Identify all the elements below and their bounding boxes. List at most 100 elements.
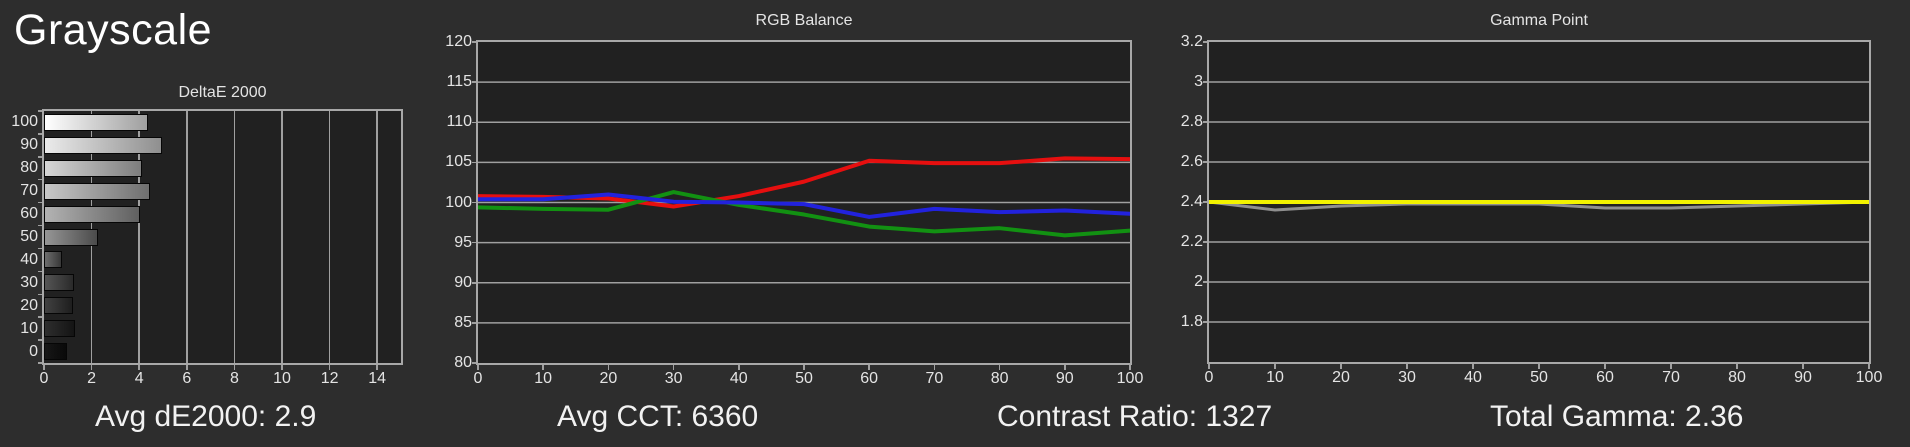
deltae-ytick-label-0: 0: [29, 342, 38, 360]
deltae-ytick-mark-1: [38, 133, 44, 135]
deltae-bar-80: [44, 159, 142, 177]
deltae-ytick-label-90: 90: [20, 136, 38, 154]
deltae-xtick-mark-12: [328, 365, 331, 370]
gamma-point-ytick-mark-3: [1203, 81, 1209, 83]
rgb-balance-xtick-mark-30: [672, 365, 675, 370]
deltae-xtick-label-0: 0: [39, 370, 49, 387]
deltae-ytick-label-80: 80: [20, 159, 38, 177]
rgb-balance-xtick-label-70: 70: [925, 370, 944, 387]
deltae-ytick-mark-8: [38, 293, 44, 296]
rgb-balance-canvas: [476, 81, 1132, 324]
gamma-point-xtick-mark-60: [1604, 364, 1606, 369]
rgb-balance-xtick-mark-40: [738, 365, 740, 370]
deltae-gridline-14: [376, 111, 378, 363]
rgb-balance-series-green: [476, 190, 1132, 238]
deltae-bar-0: [44, 343, 67, 361]
rgb-balance-ytick-mark-110: [472, 121, 478, 123]
gamma-point-xtick-label-0: 0: [1204, 369, 1214, 386]
rgb-balance-series-blue: [476, 192, 1132, 219]
deltae-ytick-mark-9: [38, 316, 44, 318]
rgb-balance-ytick-label-110: 110: [446, 113, 472, 131]
gamma-point-xtick-mark-30: [1406, 364, 1408, 369]
gamma-point-ytick-label-2: 2: [1194, 273, 1203, 290]
deltae-gridline-12: [328, 111, 331, 363]
total-gamma-value: Total Gamma: 2.36: [1490, 400, 1744, 433]
rgb-balance-xtick-mark-80: [998, 365, 1001, 370]
gamma-point-ytick-label-2.4: 2.4: [1180, 193, 1203, 210]
deltae-ytick-mark-6: [38, 247, 44, 250]
rgb-balance-xtick-mark-0: [477, 365, 479, 370]
gamma-point-xtick-label-80: 80: [1728, 369, 1746, 386]
rgb-balance-ytick-label-95: 95: [454, 233, 472, 251]
gamma-point-ytick-label-1.8: 1.8: [1180, 313, 1203, 330]
gamma-point-ytick-label-2.8: 2.8: [1180, 113, 1203, 130]
deltae-chart-title: DeltaE 2000: [178, 84, 267, 101]
rgb-balance-series-red: [476, 156, 1132, 209]
rgb-balance-xtick-label-90: 90: [1055, 370, 1074, 387]
deltae-gridline-10: [281, 111, 283, 363]
deltae-xtick-mark-8: [233, 365, 236, 370]
deltae-bar-40: [44, 251, 62, 269]
deltae-ytick-mark-10: [38, 339, 44, 341]
deltae-ytick-mark-3: [38, 178, 44, 181]
deltae-bar-100: [44, 113, 148, 131]
deltae-bar-10: [44, 320, 75, 338]
deltae-xtick-mark-6: [186, 365, 188, 370]
rgb-balance-ytick-label-85: 85: [454, 313, 472, 331]
gamma-point-xtick-label-10: 10: [1266, 369, 1284, 386]
deltae-bar-20: [44, 297, 73, 315]
deltae-xtick-mark-10: [281, 365, 283, 370]
deltae-xtick-mark-4: [138, 365, 140, 370]
rgb-balance-xtick-mark-100: [1129, 365, 1131, 370]
deltae-ytick-label-50: 50: [20, 228, 38, 245]
deltae-bar-70: [44, 182, 150, 200]
rgb-balance-ytick-label-90: 90: [454, 273, 472, 291]
deltae-ytick-label-60: 60: [20, 205, 38, 223]
gamma-point-xtick-label-30: 30: [1398, 369, 1416, 386]
gamma-point-xtick-mark-40: [1472, 364, 1474, 369]
deltae-xtick-mark-0: [43, 365, 45, 370]
gamma-point-ytick-mark-2: [1203, 281, 1209, 283]
gamma-point-plot-area: [1207, 42, 1871, 362]
deltae-ytick-label-20: 20: [20, 296, 38, 314]
rgb-balance-xtick-mark-60: [868, 365, 870, 370]
deltae-plot-area: [44, 111, 401, 363]
rgb-balance-ytick-mark-100: [472, 201, 478, 204]
gamma-point-ytick-mark-1.8: [1203, 321, 1209, 323]
gamma-point-ytick-mark-2.4: [1203, 201, 1209, 203]
rgb-balance-ytick-mark-115: [472, 81, 478, 83]
gamma-point-xtick-mark-0: [1208, 364, 1210, 369]
deltae-gridline-6: [186, 111, 188, 363]
rgb-balance-ytick-mark-120: [472, 41, 478, 43]
contrast-ratio-value: Contrast Ratio: 1327: [997, 400, 1273, 433]
rgb-balance-xtick-label-30: 30: [664, 370, 683, 387]
deltae-ytick-label-10: 10: [20, 319, 38, 337]
gamma-point-xtick-label-100: 100: [1855, 369, 1883, 386]
deltae-ytick-label-40: 40: [20, 250, 38, 268]
rgb-balance-xtick-label-50: 50: [795, 370, 813, 387]
deltae-ytick-mark-5: [38, 224, 44, 227]
deltae-gridline-4: [138, 111, 140, 363]
gamma-point-canvas: [1207, 81, 1871, 323]
page-title: Grayscale: [14, 6, 213, 54]
rgb-balance-xtick-label-20: 20: [599, 370, 618, 387]
gamma-point-ytick-label-2.2: 2.2: [1180, 233, 1203, 250]
deltae-ytick-label-100: 100: [11, 113, 38, 131]
deltae-xtick-label-8: 8: [229, 370, 239, 387]
deltae-xtick-label-10: 10: [273, 370, 291, 387]
gamma-point-xtick-mark-20: [1340, 364, 1342, 369]
rgb-balance-xtick-mark-90: [1064, 365, 1066, 370]
gamma-point-ytick-label-3: 3: [1194, 73, 1203, 90]
deltae-xtick-label-14: 14: [368, 370, 387, 387]
rgb-balance-xtick-mark-10: [542, 365, 544, 370]
rgb-balance-ytick-label-115: 115: [446, 73, 472, 91]
rgb-balance-xtick-label-40: 40: [729, 370, 748, 387]
gamma-point-ytick-mark-2.2: [1203, 241, 1209, 243]
deltae-xtick-mark-14: [376, 365, 378, 370]
avg-de2000-value: Avg dE2000: 2.9: [95, 400, 317, 433]
rgb-balance-xtick-label-100: 100: [1116, 370, 1144, 387]
gamma-point-xtick-label-40: 40: [1464, 369, 1482, 386]
rgb-balance-xtick-label-60: 60: [860, 370, 879, 387]
gamma-point-xtick-label-90: 90: [1794, 369, 1812, 386]
